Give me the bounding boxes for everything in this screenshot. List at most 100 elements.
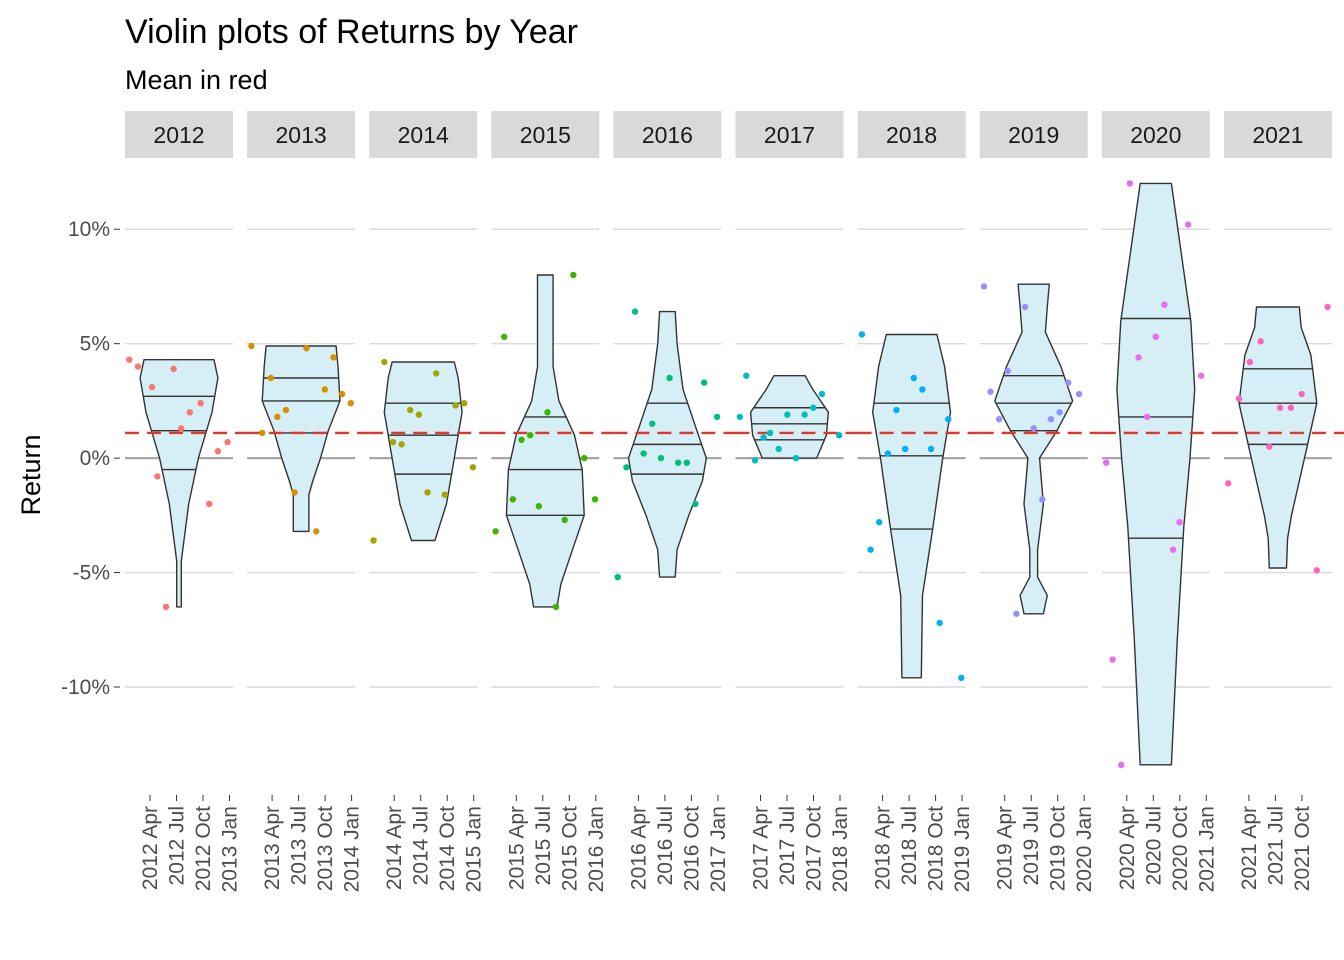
data-point	[666, 374, 673, 382]
y-tick-label: 5%	[80, 333, 110, 356]
facet-strip	[613, 111, 722, 158]
facet-strip-label: 2019	[1008, 122, 1059, 148]
facet-panel-2012: 2012 2012 Apr 2012 Jul 2012 Oct 2013 Jan	[125, 111, 248, 892]
data-point	[775, 445, 782, 453]
facet-strip	[369, 111, 478, 158]
data-point	[1143, 413, 1151, 421]
x-tick-label: 2014 Oct	[436, 806, 459, 891]
data-point	[224, 438, 231, 446]
facet-strip	[857, 111, 966, 158]
facet-panel-2017: 2017 2017 Apr 2017 Jul 2017 Oct 2018 Jan	[735, 111, 858, 892]
data-point	[936, 619, 943, 627]
data-point	[248, 342, 255, 350]
x-tick-label: 2013 Apr	[261, 806, 284, 890]
data-point	[995, 416, 1003, 423]
y-axis-title: Return	[16, 434, 46, 515]
data-point	[736, 413, 744, 421]
x-tick-label: 2013 Oct	[314, 806, 337, 891]
y-axis: 10% 5% 0% -5% -10%	[61, 218, 120, 699]
data-point	[126, 356, 133, 363]
x-tick-label: 2012 Jul	[166, 806, 189, 885]
violin-2012	[139, 359, 219, 608]
data-point	[987, 388, 994, 395]
facet-strip-label: 2020	[1130, 122, 1181, 148]
data-point	[398, 441, 405, 448]
data-point	[1013, 610, 1020, 617]
data-point	[291, 489, 298, 496]
data-point	[760, 434, 767, 441]
x-tick-label: 2017 Jul	[776, 806, 799, 885]
x-tick-label: 2019 Jan	[951, 806, 974, 892]
data-point	[432, 370, 440, 377]
chart-title: Violin plots of Returns by Year	[125, 13, 578, 51]
data-point	[1161, 301, 1168, 308]
x-tick-label: 2014 Jul	[410, 806, 433, 885]
data-point	[518, 436, 525, 443]
x-tick-label: 2016 Apr	[627, 806, 650, 890]
data-point	[170, 365, 177, 373]
data-point	[535, 502, 543, 510]
data-point	[751, 457, 759, 464]
data-point	[381, 358, 388, 366]
data-point	[1152, 333, 1160, 340]
facet-strip	[491, 111, 600, 158]
data-point	[1135, 354, 1142, 361]
data-point	[1075, 390, 1083, 398]
data-point	[867, 546, 874, 553]
facet-strip-label: 2013	[276, 122, 327, 148]
facet-strip-label: 2016	[642, 122, 693, 148]
data-point	[544, 409, 551, 416]
data-point	[1324, 303, 1331, 311]
facet-panel-2016: 2016 2016 Apr 2016 Jul 2016 Oct 2017 Jan	[613, 111, 736, 892]
data-point	[186, 409, 193, 416]
data-point	[713, 413, 721, 421]
data-point	[1313, 567, 1320, 574]
data-point	[692, 500, 699, 508]
data-point	[980, 283, 988, 290]
violin-2015	[505, 274, 585, 608]
data-point	[1047, 416, 1055, 423]
data-point	[469, 464, 477, 471]
data-point	[784, 411, 791, 418]
data-point	[134, 363, 142, 370]
data-point	[389, 438, 397, 446]
facet-strip-label: 2015	[520, 122, 571, 148]
x-tick-label: 2015 Apr	[505, 806, 528, 890]
data-point	[552, 603, 560, 611]
data-point	[303, 345, 310, 352]
data-point	[415, 411, 423, 418]
data-point	[1257, 338, 1264, 345]
violin-2013	[261, 345, 341, 533]
data-point	[267, 374, 275, 382]
data-point	[1225, 480, 1232, 487]
facet-strip-label: 2018	[886, 122, 937, 148]
data-point	[313, 528, 320, 535]
data-point	[347, 399, 354, 407]
data-point	[321, 386, 329, 393]
data-point	[623, 464, 630, 471]
data-point	[792, 454, 800, 462]
facet-strip-label: 2012	[153, 122, 204, 148]
x-tick-label: 2017 Jan	[707, 806, 730, 892]
data-point	[206, 500, 213, 508]
x-tick-label: 2021 Apr	[1238, 806, 1261, 890]
data-point	[148, 383, 156, 391]
data-point	[1118, 761, 1125, 769]
x-tick-label: 2016 Jul	[654, 806, 677, 885]
data-point	[766, 429, 774, 437]
data-point	[274, 413, 281, 421]
facet-strip-label: 2021	[1252, 122, 1303, 148]
data-point	[810, 404, 817, 411]
data-point	[162, 603, 170, 611]
data-point	[743, 372, 750, 379]
x-tick-label: 2015 Jan	[463, 806, 486, 892]
facet-panel-2014: 2014 2014 Apr 2014 Jul 2014 Oct 2015 Jan	[369, 111, 492, 892]
data-point	[884, 450, 892, 457]
data-point	[197, 399, 204, 407]
data-point	[649, 420, 656, 427]
facet-strip	[125, 111, 233, 158]
data-point	[1169, 546, 1177, 553]
facet-strip	[979, 111, 1088, 158]
x-tick-label: 2016 Oct	[680, 806, 703, 891]
